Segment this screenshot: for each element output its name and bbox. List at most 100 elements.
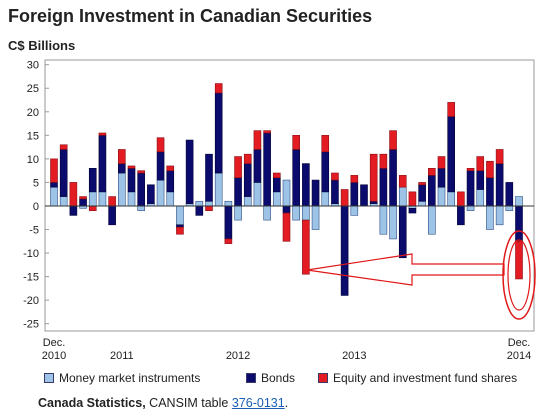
bar-equity: [369, 153, 378, 202]
bar-bonds: [408, 208, 417, 214]
bar-equity: [292, 135, 300, 150]
bar-equity: [447, 102, 455, 117]
bar-bonds: [50, 182, 58, 188]
bar-money-market: [476, 189, 485, 207]
bars: [50, 83, 523, 296]
bar-equity: [282, 212, 291, 242]
bar-equity: [428, 168, 436, 176]
legend-label-bonds: Bonds: [261, 371, 296, 385]
bar-equity: [331, 172, 339, 181]
bar-bonds: [224, 205, 233, 240]
bar-bonds: [495, 163, 504, 207]
highlight-ellipse-outer: [502, 230, 536, 320]
bar-money-market: [495, 205, 504, 226]
bar-equity: [273, 172, 281, 179]
legend-item-equity: Equity and investment fund shares: [318, 371, 517, 385]
bar-money-market: [379, 205, 388, 235]
y-axis-unit-label: C$ Billions: [8, 38, 76, 53]
bar-bonds: [127, 168, 136, 193]
chart-title: Foreign Investment in Canadian Securitie…: [8, 6, 373, 26]
bar-bonds: [331, 179, 339, 204]
bar-bonds: [166, 170, 175, 193]
bar-money-market: [234, 205, 242, 221]
bar-bonds: [176, 224, 184, 228]
bar-money-market: [350, 205, 359, 216]
bar-bonds: [428, 175, 436, 207]
bar-equity: [243, 153, 252, 164]
legend-label-money-market: Money market instruments: [59, 371, 201, 385]
bar-equity: [321, 135, 330, 153]
bar-bonds: [302, 163, 310, 207]
bar-equity: [340, 189, 349, 207]
bar-bonds: [108, 205, 116, 226]
y-tick-label: 15: [27, 130, 39, 142]
y-tick-label: -5: [29, 225, 39, 237]
y-tick-label: -20: [23, 295, 39, 307]
bar-bonds: [466, 170, 475, 207]
bar-equity: [302, 219, 310, 275]
bar-money-market: [50, 186, 58, 207]
bar-money-market: [156, 179, 165, 207]
y-tick-label: 25: [27, 83, 39, 95]
bar-equity: [263, 130, 271, 134]
bar-bonds: [447, 116, 455, 193]
bar-bonds: [515, 205, 523, 242]
bar-equity: [253, 130, 262, 150]
bar-equity: [408, 191, 417, 207]
bar-equity: [466, 168, 475, 171]
bar-bonds: [243, 163, 252, 197]
bar-bonds: [214, 92, 223, 174]
source-suffix: .: [284, 396, 289, 410]
bar-bonds: [379, 168, 388, 207]
bar-bonds: [418, 184, 426, 202]
bar-bonds: [98, 135, 107, 193]
bar-bonds: [360, 184, 368, 207]
bar-bonds: [263, 132, 271, 207]
source-note: Canada Statistics, CANSIM table 376-0131…: [38, 396, 288, 410]
legend-item-money-market: Money market instruments: [44, 371, 200, 385]
bar-bonds: [234, 177, 242, 207]
bar-money-market: [389, 205, 397, 240]
bar-bonds: [369, 200, 378, 204]
legend-item-bonds: Bonds: [246, 371, 295, 385]
bar-money-market: [118, 172, 126, 207]
bar-bonds: [437, 168, 446, 188]
bar-equity: [418, 182, 426, 186]
bar-bonds: [476, 170, 485, 190]
y-tick-label: 5: [33, 177, 39, 189]
x-tick-label-line1: Dec.: [508, 337, 531, 349]
bar-money-market: [214, 172, 223, 207]
bar-equity: [379, 153, 388, 169]
x-tick-label: 2012: [226, 350, 250, 362]
legend: Money market instruments Bonds Equity an…: [0, 371, 539, 387]
bar-equity: [108, 196, 116, 207]
bar-equity: [437, 156, 446, 169]
x-tick-label: 2010: [42, 350, 66, 362]
bar-money-market: [486, 205, 494, 230]
bar-money-market: [253, 182, 262, 207]
bar-money-market: [282, 179, 291, 207]
bar-equity: [176, 226, 184, 235]
legend-swatch-equity: [318, 373, 328, 383]
bar-bonds: [205, 153, 213, 202]
bar-equity: [224, 238, 233, 244]
bar-money-market: [166, 191, 175, 207]
bar-equity: [350, 175, 359, 183]
bar-equity: [515, 240, 523, 280]
bar-money-market: [127, 191, 136, 207]
bar-equity: [476, 156, 485, 171]
bar-bonds: [195, 205, 204, 216]
bar-money-market: [59, 196, 68, 207]
bar-money-market: [505, 205, 514, 211]
bar-bonds: [321, 151, 330, 193]
bar-money-market: [311, 205, 320, 230]
bar-money-market: [224, 200, 233, 207]
bar-money-market: [98, 191, 107, 207]
bar-equity: [214, 83, 223, 94]
bar-bonds: [273, 177, 281, 193]
source-table-link[interactable]: 376-0131: [231, 396, 285, 410]
bar-equity: [69, 182, 78, 207]
bar-equity: [50, 158, 58, 183]
bar-bonds: [88, 168, 97, 193]
